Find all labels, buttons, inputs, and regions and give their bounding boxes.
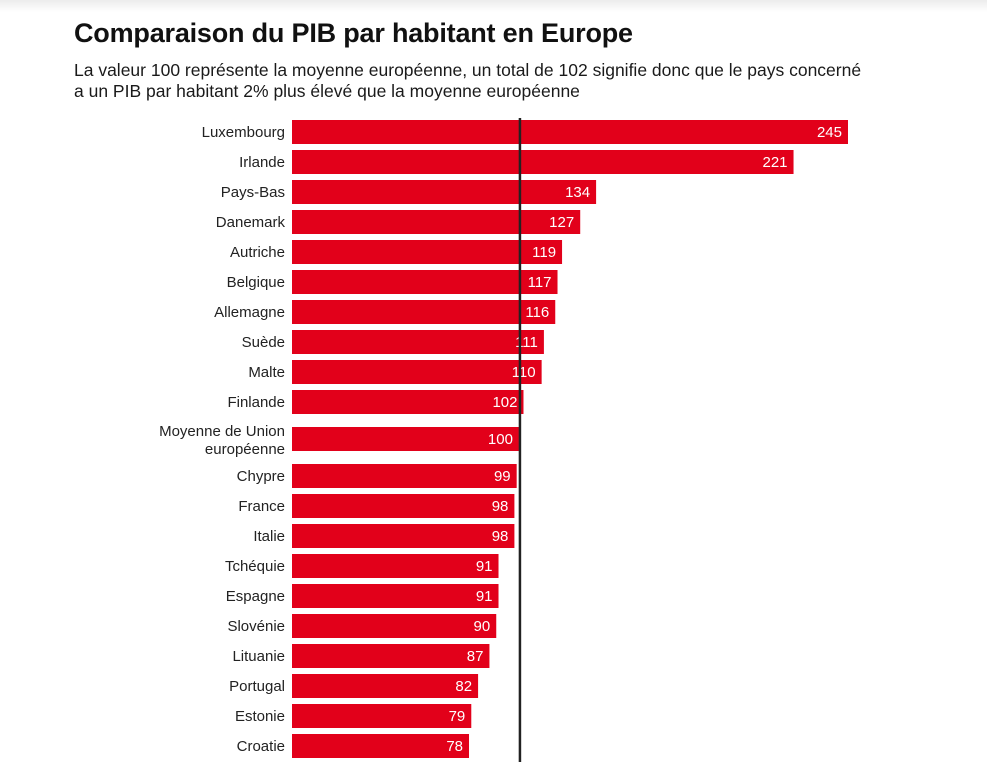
value-label: 87: [467, 648, 484, 665]
category-label: Suède: [242, 334, 285, 351]
value-label: 102: [492, 394, 517, 411]
value-label: 99: [494, 468, 511, 485]
category-label: Autriche: [230, 244, 285, 261]
category-label: Slovénie: [227, 618, 285, 635]
value-label: 119: [532, 244, 556, 261]
category-label: Chypre: [237, 468, 285, 485]
category-label: Moyenne de Union européenne: [159, 423, 285, 458]
bar: [292, 524, 515, 548]
bar: [292, 390, 524, 414]
value-label: 245: [817, 124, 842, 141]
bar: [292, 330, 544, 354]
bar: [292, 120, 848, 144]
bar: [292, 614, 497, 638]
value-label: 127: [549, 214, 574, 231]
chart-subtitle: La valeur 100 représente la moyenne euro…: [74, 60, 862, 101]
chart-title: Comparaison du PIB par habitant en Europ…: [74, 18, 633, 48]
value-label: 116: [525, 304, 549, 321]
bar: [292, 554, 499, 578]
value-label: 91: [476, 588, 493, 605]
category-label: Tchéquie: [225, 558, 285, 575]
bar: [292, 584, 499, 608]
category-label: Italie: [253, 528, 285, 545]
category-label: Espagne: [226, 588, 285, 605]
value-label: 78: [446, 738, 463, 755]
bar: [292, 704, 472, 728]
bar: [292, 150, 794, 174]
value-label: 221: [763, 154, 788, 171]
bar: [292, 360, 542, 384]
value-label: 91: [476, 558, 493, 575]
value-label: 134: [565, 184, 590, 201]
category-label: Belgique: [227, 274, 285, 291]
category-label: France: [238, 498, 285, 515]
bar: [292, 270, 558, 294]
value-label: 98: [492, 528, 509, 545]
top-shadow: [0, 0, 987, 12]
value-label: 111: [515, 334, 538, 351]
value-label: 98: [492, 498, 509, 515]
bar: [292, 674, 479, 698]
category-label: Luxembourg: [202, 124, 285, 141]
category-label: Croatie: [237, 738, 285, 755]
bar: [292, 644, 490, 668]
bar: [292, 427, 519, 451]
category-label: Malte: [248, 364, 285, 381]
value-label: 117: [528, 274, 552, 291]
category-label: Irlande: [239, 154, 285, 171]
value-label: 82: [455, 678, 472, 695]
bar: [292, 300, 556, 324]
category-label: Danemark: [216, 214, 286, 231]
category-label: Finlande: [227, 394, 285, 411]
category-label: Lituanie: [232, 648, 285, 665]
value-label: 100: [488, 431, 513, 448]
category-label: Pays-Bas: [221, 184, 285, 201]
value-label: 90: [474, 618, 491, 635]
bar: [292, 180, 597, 204]
bar: [292, 494, 515, 518]
bar: [292, 210, 581, 234]
category-label: Portugal: [229, 678, 285, 695]
value-label: 110: [512, 364, 536, 381]
bar: [292, 240, 563, 264]
category-label: Allemagne: [214, 304, 285, 321]
category-label: Estonie: [235, 708, 285, 725]
value-label: 79: [449, 708, 466, 725]
bar: [292, 734, 470, 758]
bar: [292, 464, 517, 488]
